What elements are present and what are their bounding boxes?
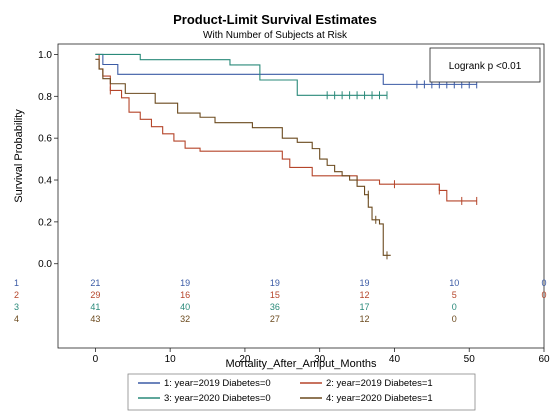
x-tick-label: 0 <box>93 354 99 365</box>
x-axis: 0 10 20 30 40 50 60 <box>93 348 550 365</box>
y-axis: 0.0 0.2 0.4 0.6 0.8 1.0 <box>38 50 58 270</box>
at-risk-value: 12 <box>360 314 370 324</box>
at-risk-value: 15 <box>270 290 280 300</box>
at-risk-value: 40 <box>180 302 190 312</box>
annotation-box <box>429 47 541 83</box>
x-tick-label: 50 <box>464 354 476 365</box>
at-risk-value: 29 <box>90 290 100 300</box>
series-line-1 <box>95 53 477 85</box>
at-risk-value: 19 <box>180 278 190 288</box>
legend-box <box>127 373 476 411</box>
at-risk-value: 0 <box>541 278 546 288</box>
at-risk-value: 32 <box>180 314 190 324</box>
at-risk-value: 5 <box>452 290 457 300</box>
at-risk-row-label: 4 <box>14 314 19 324</box>
y-tick-label: 0.2 <box>38 217 52 228</box>
at-risk-value: 12 <box>360 290 370 300</box>
at-risk-value: 0 <box>541 290 546 300</box>
x-tick-label: 20 <box>239 354 251 365</box>
censor-marks <box>109 80 478 260</box>
at-risk-value: 41 <box>90 302 100 312</box>
survival-curves <box>95 53 477 256</box>
at-risk-row-label: 3 <box>14 302 19 312</box>
at-risk-row-label: 2 <box>14 290 19 300</box>
at-risk-value: 0 <box>452 302 457 312</box>
at-risk-value: 10 <box>449 278 459 288</box>
plot-frame <box>57 43 545 349</box>
series-line-3 <box>95 53 387 96</box>
annotation-text: Logrank p <0.01 <box>449 61 522 72</box>
at-risk-value: 17 <box>360 302 370 312</box>
x-tick-label: 60 <box>538 354 550 365</box>
chart-title: Product-Limit Survival Estimates <box>173 12 377 27</box>
y-tick-label: 0.6 <box>38 134 52 145</box>
at-risk-value: 21 <box>90 278 100 288</box>
x-tick-label: 40 <box>389 354 401 365</box>
legend: 1: year=2019 Diabetes=0 2: year=2019 Diab… <box>127 373 476 411</box>
series-line-2 <box>95 53 477 202</box>
x-tick-label: 10 <box>165 354 177 365</box>
at-risk-value: 36 <box>270 302 280 312</box>
x-tick-label: 30 <box>314 354 326 365</box>
legend-entry: 3: year=2020 Diabetes=0 <box>164 393 271 404</box>
at-risk-row-label: 1 <box>14 278 19 288</box>
at-risk-value: 19 <box>360 278 370 288</box>
y-tick-label: 1.0 <box>38 50 52 61</box>
series-line-4 <box>95 58 391 256</box>
at-risk-value: 16 <box>180 290 190 300</box>
chart-subtitle: With Number of Subjects at Risk <box>203 30 348 41</box>
at-risk-value: 27 <box>270 314 280 324</box>
y-tick-label: 0.8 <box>38 92 52 103</box>
at-risk-table: 1 21 19 19 19 10 02 29 16 15 12 5 03 41 40 36 17 04 43 32 27… <box>14 278 547 324</box>
at-risk-value: 0 <box>452 314 457 324</box>
legend-entry: 4: year=2020 Diabetes=1 <box>326 393 433 404</box>
y-axis-label: Survival Probability <box>13 109 25 203</box>
y-tick-label: 0.4 <box>38 176 52 187</box>
legend-entry: 1: year=2019 Diabetes=0 <box>164 378 271 389</box>
y-tick-label: 0.0 <box>38 259 52 270</box>
at-risk-value: 43 <box>90 314 100 324</box>
x-axis-label: Mortality_After_Amput_Months <box>225 358 377 370</box>
legend-entry: 2: year=2019 Diabetes=1 <box>326 378 433 389</box>
at-risk-value: 19 <box>270 278 280 288</box>
logrank-annotation: Logrank p <0.01 <box>429 47 541 83</box>
